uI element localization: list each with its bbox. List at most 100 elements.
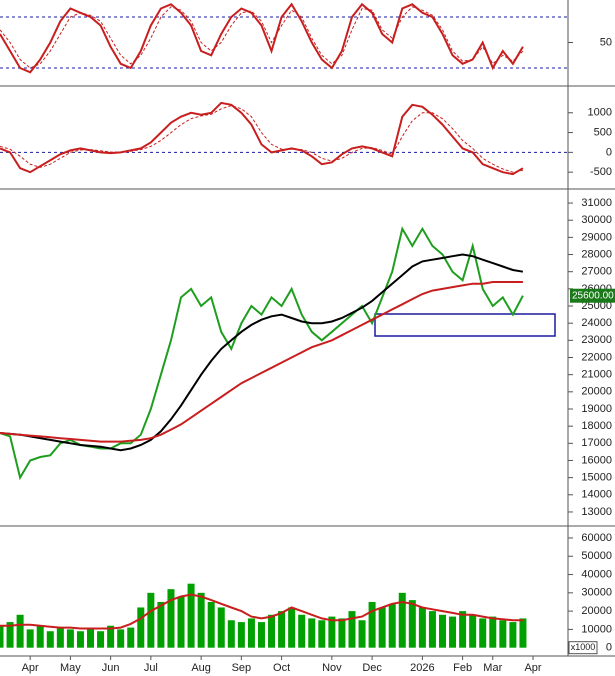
x-tick-label: Apr — [22, 662, 39, 674]
y-tick-label: 21000 — [581, 369, 612, 381]
volume-bar — [177, 596, 185, 648]
volume-bar — [288, 607, 296, 648]
volume-bar — [348, 611, 356, 648]
volume-bar — [278, 611, 286, 648]
y-tick-label: 40000 — [581, 568, 612, 580]
y-tick-label: 18000 — [581, 420, 612, 432]
y-tick-label: 17000 — [581, 437, 612, 449]
x-tick-label: Nov — [322, 662, 342, 674]
volume-bar — [137, 607, 145, 648]
volume-bar — [187, 583, 195, 648]
y-tick-label: 60000 — [581, 532, 612, 544]
y-tick-label: 28000 — [581, 248, 612, 260]
series-line — [0, 253, 524, 452]
y-tick-label: 14000 — [581, 489, 612, 501]
volume-bar — [378, 607, 386, 648]
volume-bar — [127, 627, 135, 648]
volume-bar — [6, 622, 14, 648]
x-tick-label: Dec — [362, 662, 382, 674]
y-tick-label: 0 — [606, 146, 612, 158]
volume-bar — [328, 616, 336, 648]
x-tick-label: Jul — [144, 662, 158, 674]
y-tick-label: 16000 — [581, 454, 612, 466]
x-tick-label: Apr — [524, 662, 541, 674]
volume-bar — [449, 616, 457, 648]
y-tick-label: 30000 — [581, 587, 612, 599]
volume-bar — [0, 625, 4, 648]
volume-bar — [338, 618, 346, 648]
x-tick-label: Jun — [102, 662, 120, 674]
volume-bar — [117, 629, 125, 648]
x-tick-label: Aug — [191, 662, 211, 674]
y-tick-label: 23000 — [581, 334, 612, 346]
x-tick-label: May — [60, 662, 81, 674]
volume-bar — [157, 601, 165, 648]
volume-bar — [268, 614, 276, 648]
volume-bar — [16, 614, 24, 648]
volume-bar — [469, 614, 477, 648]
y-tick-label: 1000 — [588, 107, 612, 119]
volume-bar — [408, 600, 416, 648]
volume-bar — [237, 622, 245, 648]
y-tick-label: 10000 — [581, 623, 612, 635]
unit-label: x1000 — [571, 642, 596, 652]
y-tick-label: 13000 — [581, 506, 612, 518]
volume-bar — [418, 607, 426, 648]
volume-bar — [318, 620, 326, 648]
x-tick-label: Sep — [232, 662, 252, 674]
y-tick-label: 15000 — [581, 472, 612, 484]
y-tick-label: -500 — [590, 166, 612, 178]
volume-bar — [459, 611, 467, 648]
volume-bar — [227, 620, 235, 648]
volume-bar — [247, 618, 255, 648]
volume-bar — [66, 629, 74, 648]
volume-bar — [479, 618, 487, 648]
volume-bar — [489, 616, 497, 648]
unit-box — [568, 641, 598, 655]
volume-bar — [428, 611, 436, 648]
y-tick-label: 25000 — [581, 300, 612, 312]
volume-bar — [46, 631, 54, 648]
x-tick-label: Feb — [453, 662, 472, 674]
y-tick-label: 31000 — [581, 197, 612, 209]
x-tick-label: Oct — [273, 662, 290, 674]
volume-bar — [26, 629, 34, 648]
volume-bar — [147, 592, 155, 648]
volume-bar — [368, 601, 376, 648]
y-tick-label: 27000 — [581, 266, 612, 278]
y-tick-label: 20000 — [581, 605, 612, 617]
volume-bar — [298, 614, 306, 648]
volume-bar — [358, 620, 366, 648]
volume-bar — [499, 620, 507, 648]
volume-bar — [509, 622, 517, 648]
volume-bar — [308, 618, 316, 648]
volume-bar — [257, 622, 265, 648]
volume-bar — [197, 592, 205, 648]
volume-bar — [217, 607, 225, 648]
volume-bar — [56, 627, 64, 648]
volume-bar — [97, 631, 105, 648]
volume-bar — [76, 631, 84, 648]
y-tick-label: 29000 — [581, 231, 612, 243]
volume-bar — [207, 601, 215, 648]
volume-bar — [388, 603, 396, 648]
y-tick-label: 24000 — [581, 317, 612, 329]
volume-bar — [36, 625, 44, 648]
y-tick-label: 500 — [594, 126, 612, 138]
volume-bar — [519, 618, 527, 648]
y-tick-label: 19000 — [581, 403, 612, 415]
y-tick-label: 20000 — [581, 386, 612, 398]
x-tick-label: Mar — [483, 662, 502, 674]
y-tick-label: 30000 — [581, 214, 612, 226]
series-line — [0, 2, 524, 74]
x-tick-label: 2026 — [410, 662, 434, 674]
y-tick-label: 50 — [600, 36, 612, 48]
volume-bar — [438, 614, 446, 648]
last-price-box — [570, 288, 615, 303]
volume-bar — [167, 589, 175, 648]
volume-bar — [87, 629, 95, 648]
y-tick-label: 0 — [606, 642, 612, 654]
last-price-label: 25600.00 — [572, 290, 614, 301]
